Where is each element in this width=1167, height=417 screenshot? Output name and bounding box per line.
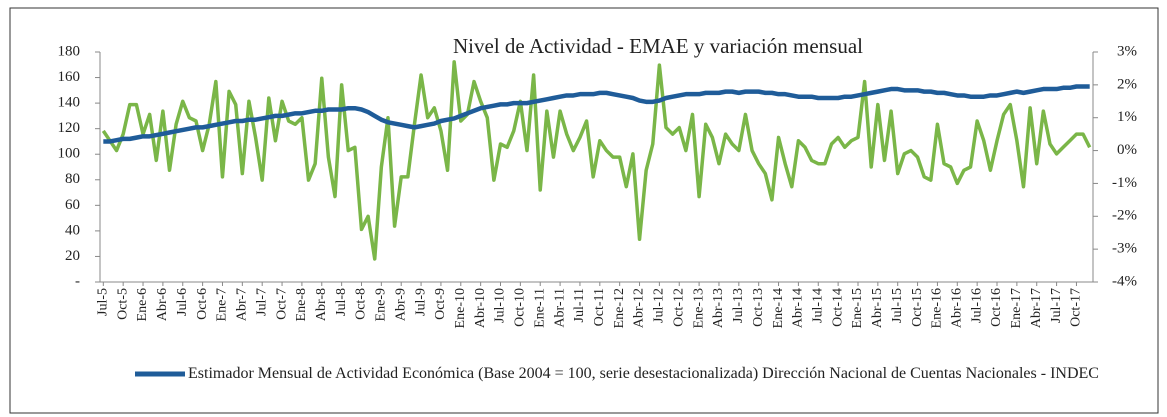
y-tick-label: 180 bbox=[58, 43, 81, 59]
x-tick-label: Abr-12 bbox=[632, 288, 647, 328]
x-tick-label: Oct-7 bbox=[274, 288, 289, 320]
x-tick-label: Jul-11 bbox=[572, 288, 587, 322]
frame bbox=[9, 7, 1159, 414]
series-line bbox=[101, 60, 1092, 261]
x-tick-label: Abr-9 bbox=[393, 288, 408, 321]
legend-entry: Estimador Mensual de Actividad Económica… bbox=[188, 365, 1099, 382]
x-tick-label: Abr-7 bbox=[235, 288, 250, 321]
x-tick-label: Jul-14 bbox=[810, 288, 825, 323]
x-tick-label: Abr-14 bbox=[791, 288, 806, 328]
x-tick-label: Jul-5 bbox=[96, 288, 111, 316]
x-tick-label: Abr-16 bbox=[950, 288, 965, 328]
y-tick-label: 140 bbox=[58, 95, 81, 111]
x-tick-label: Abr-8 bbox=[314, 288, 329, 321]
y2-tick-label: -2% bbox=[1112, 208, 1137, 224]
x-tick-label: Oct-6 bbox=[195, 288, 210, 320]
x-tick-label: Abr-13 bbox=[711, 288, 726, 328]
x-tick-label: Ene-6 bbox=[135, 288, 150, 321]
y-tick-label: 80 bbox=[65, 171, 80, 187]
y-tick-label: 100 bbox=[58, 146, 81, 162]
x-tick-label: Ene-12 bbox=[612, 288, 627, 328]
x-tick-label: Ene-13 bbox=[691, 288, 706, 328]
series-line bbox=[103, 84, 1090, 144]
x-tick-label: Ene-14 bbox=[771, 288, 786, 328]
x-tick-label: Ene-8 bbox=[294, 288, 309, 321]
x-tick-label: Oct-9 bbox=[433, 288, 448, 320]
y2-tick-label: 1% bbox=[1117, 109, 1137, 125]
x-tick-label: Ene-15 bbox=[850, 288, 865, 328]
y-tick-label: - bbox=[75, 273, 80, 289]
x-tick-label: Jul-10 bbox=[493, 288, 508, 323]
y2-tick-label: -3% bbox=[1112, 241, 1137, 257]
x-tick-label: Ene-16 bbox=[930, 288, 945, 328]
y-tick-label: 20 bbox=[65, 248, 80, 264]
y-tick-label: 160 bbox=[58, 69, 81, 85]
y2-tick-label: 0% bbox=[1117, 142, 1137, 158]
x-tick-label: Jul-12 bbox=[652, 288, 667, 323]
x-tick-label: Ene-17 bbox=[1009, 288, 1024, 328]
y-tick-label: 60 bbox=[65, 197, 80, 213]
x-tick-label: Jul-17 bbox=[1049, 288, 1064, 323]
x-tick-label: Oct-5 bbox=[115, 288, 130, 320]
x-tick-label: Ene-7 bbox=[215, 288, 230, 321]
y2-tick-label: 2% bbox=[1117, 76, 1137, 92]
x-tick-label: Ene-11 bbox=[532, 288, 547, 328]
x-tick-label: Jul-8 bbox=[334, 288, 349, 316]
x-tick-label: Abr-6 bbox=[155, 288, 170, 321]
y2-tick-label: -4% bbox=[1112, 273, 1137, 289]
x-tick-label: Oct-8 bbox=[354, 288, 369, 320]
x-tick-label: Jul-9 bbox=[413, 288, 428, 316]
y-tick-label: 120 bbox=[58, 120, 81, 136]
chart-title: Nivel de Actividad - EMAE y variación me… bbox=[453, 34, 863, 58]
y-tick-label: 40 bbox=[65, 222, 80, 238]
x-tick-label: Oct-11 bbox=[592, 288, 607, 326]
y2-tick-label: -1% bbox=[1112, 175, 1137, 191]
x-tick-label: Jul-6 bbox=[175, 288, 190, 316]
x-tick-label: Jul-15 bbox=[890, 288, 905, 323]
x-tick-label: Jul-16 bbox=[969, 288, 984, 323]
x-tick-label: Jul-7 bbox=[254, 288, 269, 316]
x-tick-label: Abr-11 bbox=[552, 288, 567, 328]
y2-tick-label: 3% bbox=[1117, 43, 1137, 59]
x-tick-label: Oct-15 bbox=[910, 288, 925, 327]
x-tick-label: Jul-13 bbox=[731, 288, 746, 323]
x-tick-label: Oct-14 bbox=[830, 288, 845, 327]
x-tick-label: Oct-13 bbox=[751, 288, 766, 327]
x-tick-label: Ene-9 bbox=[374, 288, 389, 321]
x-tick-label: Oct-10 bbox=[513, 288, 528, 327]
x-tick-label: Abr-17 bbox=[1029, 288, 1044, 328]
x-tick-label: Ene-10 bbox=[453, 288, 468, 328]
x-tick-label: Oct-16 bbox=[989, 288, 1004, 327]
x-tick-label: Oct-17 bbox=[1069, 288, 1084, 327]
x-tick-label: Oct-12 bbox=[671, 288, 686, 327]
x-tick-label: Abr-10 bbox=[473, 288, 488, 328]
x-tick-label: Abr-15 bbox=[870, 288, 885, 328]
